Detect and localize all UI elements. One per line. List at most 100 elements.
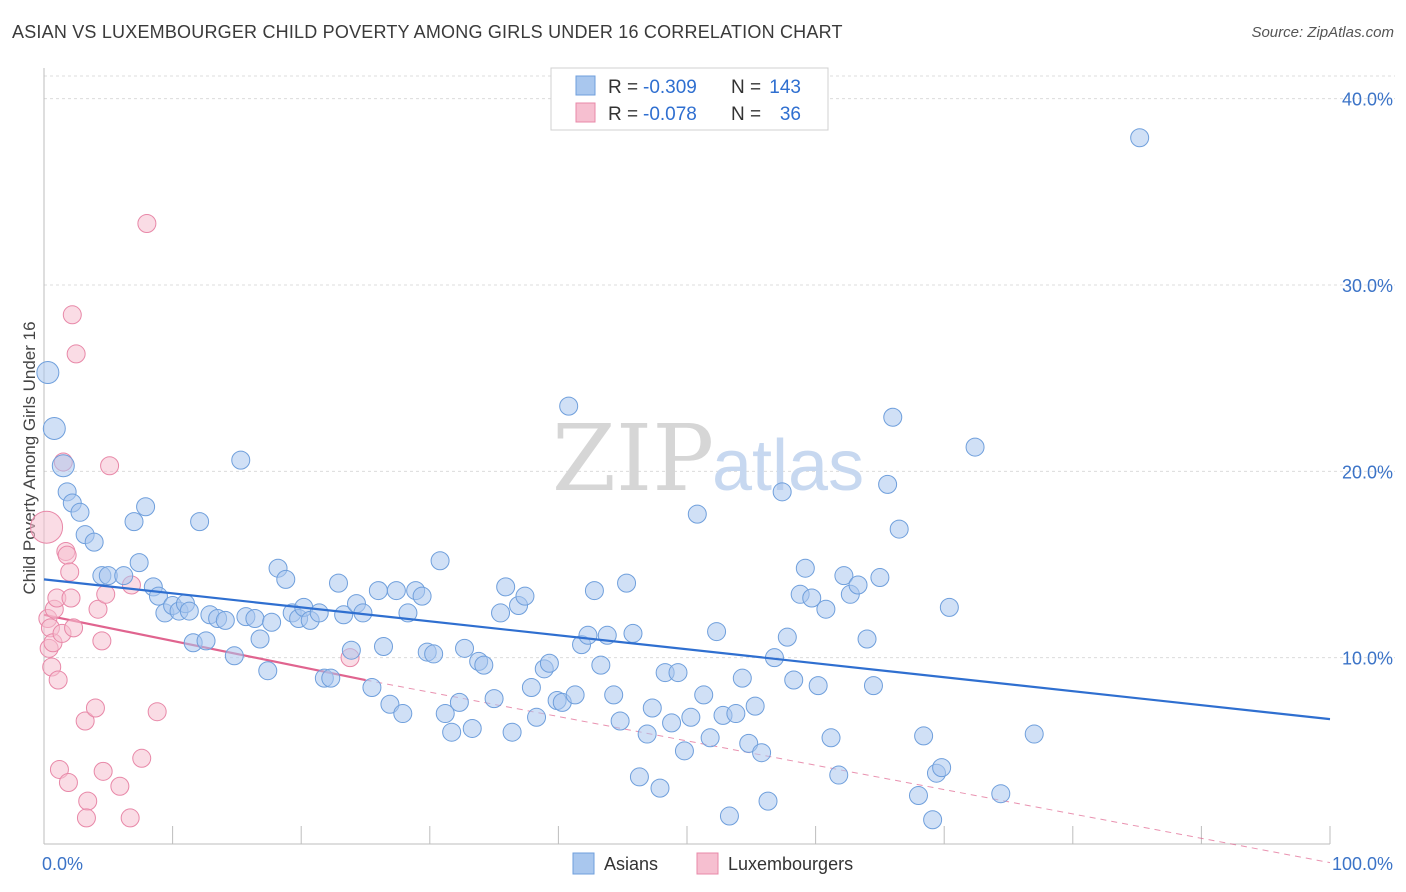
asian-point bbox=[527, 707, 547, 727]
asian-point bbox=[610, 711, 630, 731]
asian-point bbox=[196, 631, 216, 651]
luxembourger-point bbox=[93, 761, 113, 781]
asian-point bbox=[435, 704, 455, 724]
asian-point bbox=[726, 704, 746, 724]
asian-point bbox=[442, 722, 462, 742]
luxembourger-point bbox=[147, 702, 167, 722]
y-axis-label: Child Poverty Among Girls Under 16 bbox=[20, 321, 39, 594]
asian-point bbox=[623, 623, 643, 643]
asian-point bbox=[707, 622, 727, 642]
legend-n-label-1: N = bbox=[731, 77, 761, 98]
luxembourger-point bbox=[66, 344, 86, 364]
y-tick-label: 40.0% bbox=[1342, 90, 1393, 110]
legend-lux-swatch bbox=[575, 102, 596, 123]
luxembourger-point bbox=[60, 562, 80, 582]
legend-r-value-2: -0.078 bbox=[643, 104, 697, 125]
asian-point bbox=[42, 416, 66, 440]
luxembourger-point bbox=[57, 545, 77, 565]
luxembourger-point bbox=[88, 599, 108, 619]
asian-point bbox=[321, 668, 341, 688]
asian-point bbox=[617, 573, 637, 593]
luxembourger-point bbox=[96, 584, 116, 604]
asian-point bbox=[515, 586, 535, 606]
asian-point bbox=[521, 677, 541, 697]
asian-point bbox=[449, 692, 469, 712]
y-axis-label-group: Child Poverty Among Girls Under 16 bbox=[20, 321, 39, 594]
asian-point bbox=[739, 733, 759, 753]
y-tick-label: 30.0% bbox=[1342, 276, 1393, 296]
asian-point bbox=[424, 644, 444, 664]
asian-point bbox=[231, 450, 251, 470]
asian-point bbox=[821, 728, 841, 748]
axes bbox=[43, 68, 1331, 845]
asian-point bbox=[883, 407, 903, 427]
correlation-legend: R = -0.309 N = 143 R = -0.078 N = 36 bbox=[550, 67, 829, 131]
asian-point bbox=[694, 685, 714, 705]
legend-n-value-2: 36 bbox=[780, 104, 801, 125]
asian-point bbox=[662, 713, 682, 733]
asian-point bbox=[215, 610, 235, 630]
asian-point bbox=[637, 724, 657, 744]
asian-point bbox=[36, 361, 60, 385]
asian-point bbox=[681, 707, 701, 727]
luxembourger-point bbox=[76, 808, 96, 828]
asian-point bbox=[939, 597, 959, 617]
asian-point bbox=[642, 698, 662, 718]
asian-point bbox=[179, 601, 199, 621]
legend-r-label-1: R = bbox=[608, 77, 638, 98]
asian-point bbox=[668, 663, 688, 683]
x-tick-label: 100.0% bbox=[1332, 854, 1393, 874]
legend-asian-swatch bbox=[575, 75, 596, 96]
asian-point bbox=[578, 625, 598, 645]
luxembourger-point bbox=[85, 698, 105, 718]
asian-point bbox=[857, 629, 877, 649]
asian-point bbox=[808, 676, 828, 696]
asian-point bbox=[914, 726, 934, 746]
asian-point bbox=[474, 655, 494, 675]
asians-trend-line bbox=[43, 578, 1331, 721]
luxembourger-point bbox=[110, 776, 130, 796]
asian-point bbox=[341, 640, 361, 660]
asian-point bbox=[496, 577, 516, 597]
asian-point bbox=[863, 676, 883, 696]
asian-point bbox=[309, 603, 329, 623]
asian-point bbox=[772, 482, 792, 502]
asian-point bbox=[51, 454, 75, 478]
asian-point bbox=[276, 569, 296, 589]
luxembourger-point bbox=[58, 773, 78, 793]
asian-point bbox=[262, 612, 282, 632]
asian-point bbox=[374, 636, 394, 656]
asian-point bbox=[328, 573, 348, 593]
watermark-zip: ZIP bbox=[552, 405, 714, 512]
asian-point bbox=[334, 605, 354, 625]
asian-point bbox=[795, 558, 815, 578]
asian-point bbox=[870, 568, 890, 588]
asian-point bbox=[1024, 724, 1044, 744]
asian-point bbox=[752, 743, 772, 763]
legend-n-label-2: N = bbox=[731, 104, 761, 125]
asian-point bbox=[908, 786, 928, 806]
chart-title: ASIAN VS LUXEMBOURGER CHILD POVERTY AMON… bbox=[12, 22, 843, 42]
asian-point bbox=[745, 696, 765, 716]
asian-point bbox=[932, 758, 952, 778]
asian-point bbox=[136, 497, 156, 517]
y-tick-label: 10.0% bbox=[1342, 649, 1393, 669]
asian-point bbox=[455, 638, 475, 658]
y-tick-label: 20.0% bbox=[1342, 462, 1393, 482]
asian-point bbox=[70, 502, 90, 522]
asian-point bbox=[816, 599, 836, 619]
asian-point bbox=[129, 553, 149, 573]
asian-point bbox=[1130, 128, 1150, 148]
luxembourger-point bbox=[78, 791, 98, 811]
series-legend: Asians Luxembourgers bbox=[572, 852, 853, 875]
luxembourger-point bbox=[92, 631, 112, 651]
asian-point bbox=[629, 767, 649, 787]
asian-point bbox=[758, 791, 778, 811]
grid-lines bbox=[44, 75, 1395, 659]
asian-point bbox=[491, 603, 511, 623]
asian-point bbox=[559, 396, 579, 416]
asian-point bbox=[687, 504, 707, 524]
luxembourger-point bbox=[75, 711, 95, 731]
luxembourger-point bbox=[64, 618, 84, 638]
